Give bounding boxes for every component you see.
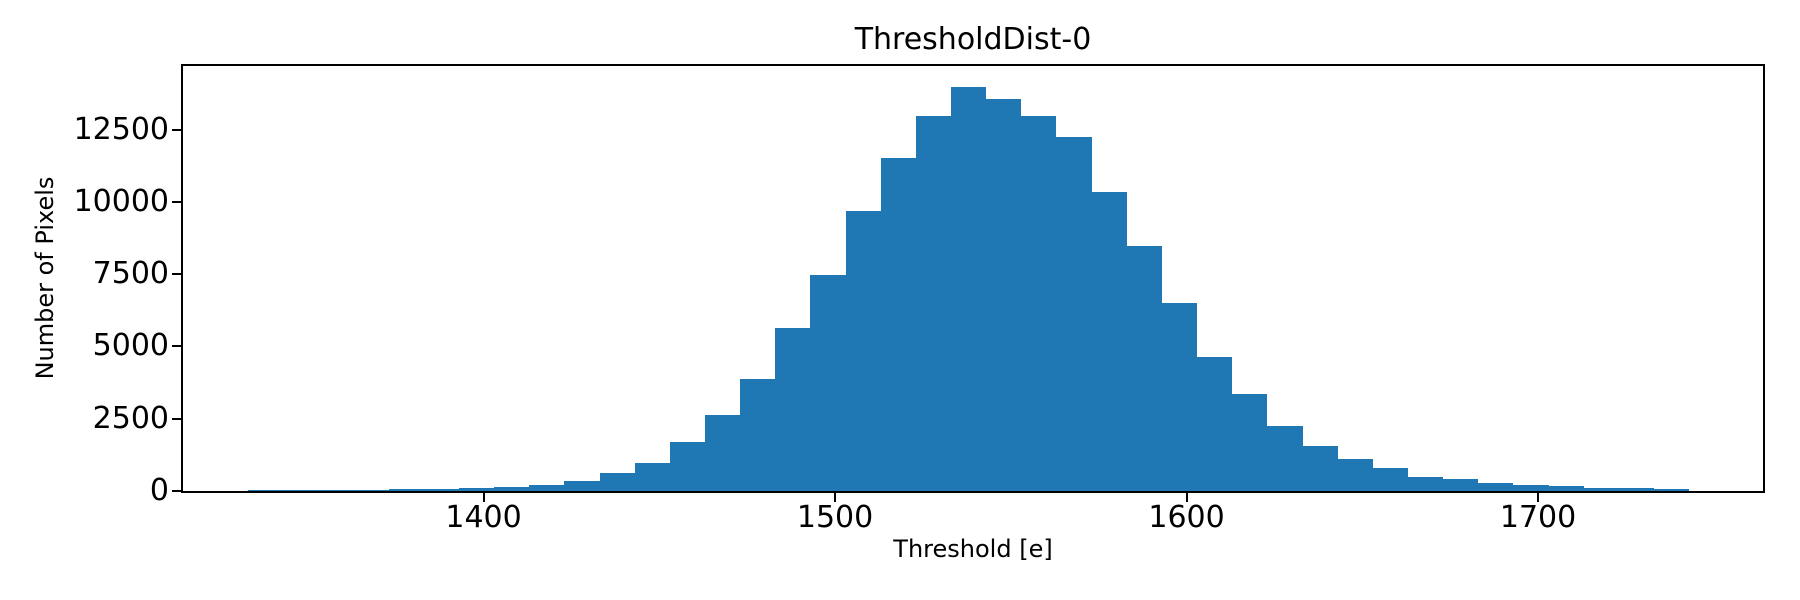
histogram-bar [1126, 246, 1162, 491]
histogram-bar [1548, 485, 1584, 491]
x-tick-label: 1400 [445, 500, 522, 535]
y-tick-mark [172, 345, 181, 348]
y-tick-mark [172, 200, 181, 203]
histogram-bar [283, 489, 319, 491]
y-tick-label: 12500 [73, 111, 169, 147]
y-tick-label: 0 [149, 473, 169, 508]
chart-title: ThresholdDist-0 [854, 22, 1092, 57]
histogram-bar [353, 489, 389, 491]
y-tick-label: 5000 [92, 328, 169, 364]
histogram-bar [810, 274, 846, 491]
plot-area [181, 64, 1765, 493]
histogram-bars [183, 66, 1763, 491]
histogram-bar [704, 414, 741, 491]
y-tick-mark [172, 128, 181, 131]
histogram-bar [1161, 302, 1198, 491]
histogram-bar [1654, 488, 1690, 491]
x-tick-mark [482, 493, 485, 502]
histogram-bar [494, 486, 530, 491]
histogram-bar [986, 99, 1022, 491]
histogram-bar [669, 441, 705, 491]
histogram-bar [951, 87, 987, 491]
y-tick-mark [172, 273, 181, 276]
histogram-bar [1197, 356, 1233, 491]
histogram-bar [1583, 487, 1619, 491]
histogram-bar [423, 488, 459, 491]
histogram-bar [1232, 394, 1268, 491]
histogram-bar [599, 473, 635, 491]
y-tick-label: 7500 [92, 256, 169, 292]
histogram-bar [1337, 459, 1373, 491]
histogram-bar [1407, 477, 1444, 491]
histogram-bar [1091, 192, 1127, 491]
histogram-bar [1478, 482, 1514, 491]
histogram-bar [1443, 479, 1479, 491]
y-tick-label: 10000 [73, 183, 169, 219]
histogram-bar [529, 484, 565, 491]
histogram-bar [634, 462, 670, 491]
histogram-bar [564, 481, 600, 491]
x-tick-mark [834, 493, 837, 502]
histogram-bar [1302, 446, 1338, 491]
histogram-bar [248, 489, 284, 491]
histogram-bar [740, 379, 776, 491]
histogram-bar [1513, 485, 1549, 491]
histogram-bar [1056, 136, 1092, 491]
x-tick-label: 1600 [1148, 500, 1225, 535]
x-tick-label: 1700 [1499, 500, 1577, 535]
y-tick-mark [172, 490, 181, 492]
histogram-bar [388, 489, 424, 491]
x-tick-mark [1185, 493, 1188, 502]
histogram-bar [1618, 488, 1655, 491]
histogram-bar [880, 158, 916, 491]
histogram-bar [1372, 468, 1408, 491]
histogram-bar [318, 489, 354, 491]
x-tick-mark [1537, 493, 1540, 502]
histogram-bar [1021, 116, 1057, 491]
x-tick-label: 1500 [796, 500, 874, 535]
x-axis-label: Threshold [e] [893, 535, 1053, 563]
y-tick-mark [172, 417, 181, 420]
y-tick-label: 2500 [92, 400, 169, 436]
histogram-bar [458, 488, 495, 491]
histogram-bar [845, 210, 881, 491]
histogram-bar [915, 116, 952, 491]
histogram-bar [1267, 426, 1303, 491]
histogram-bar [775, 327, 811, 491]
